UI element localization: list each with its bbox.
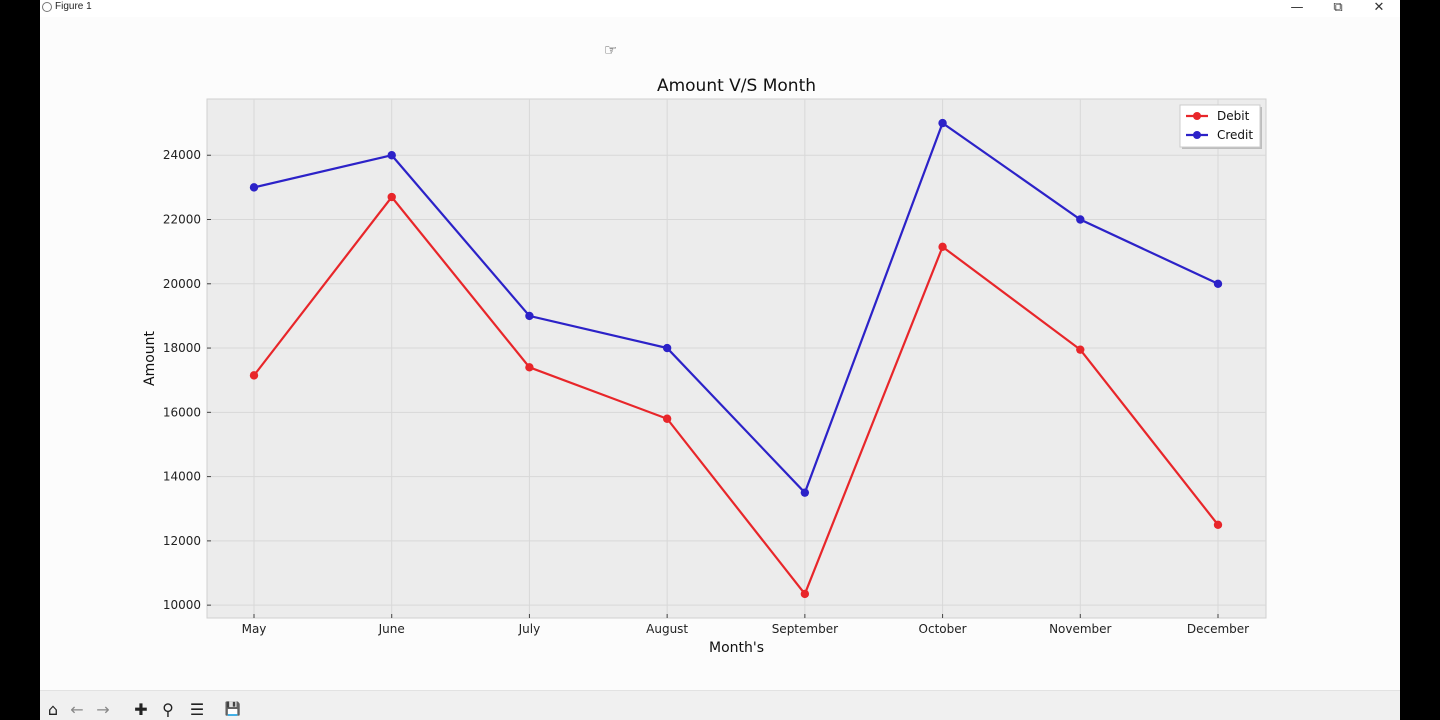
line-chart: 10000 12000 14000 16000 18000 20000 22000 24000… (142, 76, 1267, 656)
figure-canvas: 10000 12000 14000 16000 18000 20000 22000 24000… (40, 17, 1400, 690)
home-icon[interactable]: ⌂ (47, 700, 59, 719)
y-axis-label: Amount (142, 330, 158, 386)
data-point-credit (1213, 279, 1223, 288)
data-point-debit (525, 363, 534, 372)
window-title: Figure 1 (55, 1, 92, 12)
pan-icon[interactable]: ✚ (134, 700, 148, 719)
hand-cursor-icon: ☞ (604, 41, 618, 59)
data-point-debit (1213, 520, 1223, 530)
data-point-debit (800, 589, 810, 599)
data-point-credit (387, 151, 396, 160)
data-point-debit (249, 371, 259, 380)
data-point-credit (1076, 215, 1085, 224)
figure-window: Figure 1 — ⧉ ✕ 10000 12000 14000 16000 18000… (40, 0, 1400, 720)
series-line-debit (253, 195, 1219, 597)
title-bar: Figure 1 — ⧉ ✕ (40, 0, 1400, 17)
forward-arrow-icon[interactable]: → (96, 700, 110, 719)
app-icon (42, 2, 52, 12)
x-tick-label: August (646, 622, 688, 636)
y-tick-label: 10000 (163, 598, 201, 612)
data-point-credit (249, 183, 259, 192)
y-tick-label: 12000 (163, 534, 201, 548)
y-tick-label: 24000 (163, 148, 201, 162)
navigation-toolbar: ⌂ ← → ✚ ⚲ ☰ 💾 (40, 690, 1400, 720)
legend-label: Credit (1217, 128, 1253, 142)
x-tick-label: October (919, 622, 967, 636)
y-tick-label: 20000 (163, 277, 201, 291)
data-point-debit (938, 242, 947, 252)
y-tick-label: 14000 (163, 470, 201, 484)
x-tick-label: December (1187, 622, 1249, 636)
x-tick-label: June (378, 622, 405, 636)
close-button[interactable]: ✕ (1373, 0, 1385, 15)
series-line-credit (253, 121, 1219, 495)
save-icon[interactable]: 💾 (224, 702, 242, 717)
x-tick-label: September (772, 622, 838, 636)
legend-marker (1193, 112, 1201, 120)
legend-box (1179, 104, 1261, 148)
x-tick-label: November (1049, 622, 1111, 636)
zoom-icon[interactable]: ⚲ (162, 700, 174, 719)
y-tick-label: 18000 (163, 341, 201, 355)
data-point-debit (387, 192, 396, 202)
back-arrow-icon[interactable]: ← (70, 700, 84, 719)
legend-marker (1193, 131, 1201, 139)
data-point-credit (800, 488, 810, 497)
data-point-credit (525, 311, 534, 321)
data-point-debit (662, 414, 672, 423)
data-point-credit (662, 343, 672, 353)
restore-button[interactable]: ⧉ (1333, 0, 1343, 15)
y-tick-label: 22000 (163, 213, 201, 227)
x-tick-label: May (242, 622, 267, 636)
data-point-debit (1076, 345, 1085, 354)
x-tick-label: July (518, 622, 541, 636)
y-tick-label: 16000 (163, 405, 201, 419)
x-axis-label: Month's (709, 640, 764, 656)
data-point-credit (938, 118, 947, 128)
plot-area (206, 98, 1267, 619)
chart-title: Amount V/S Month (657, 76, 816, 96)
configure-subplots-icon[interactable]: ☰ (189, 700, 205, 719)
legend-label: Debit (1217, 109, 1250, 123)
minimize-button[interactable]: — (1290, 0, 1304, 15)
